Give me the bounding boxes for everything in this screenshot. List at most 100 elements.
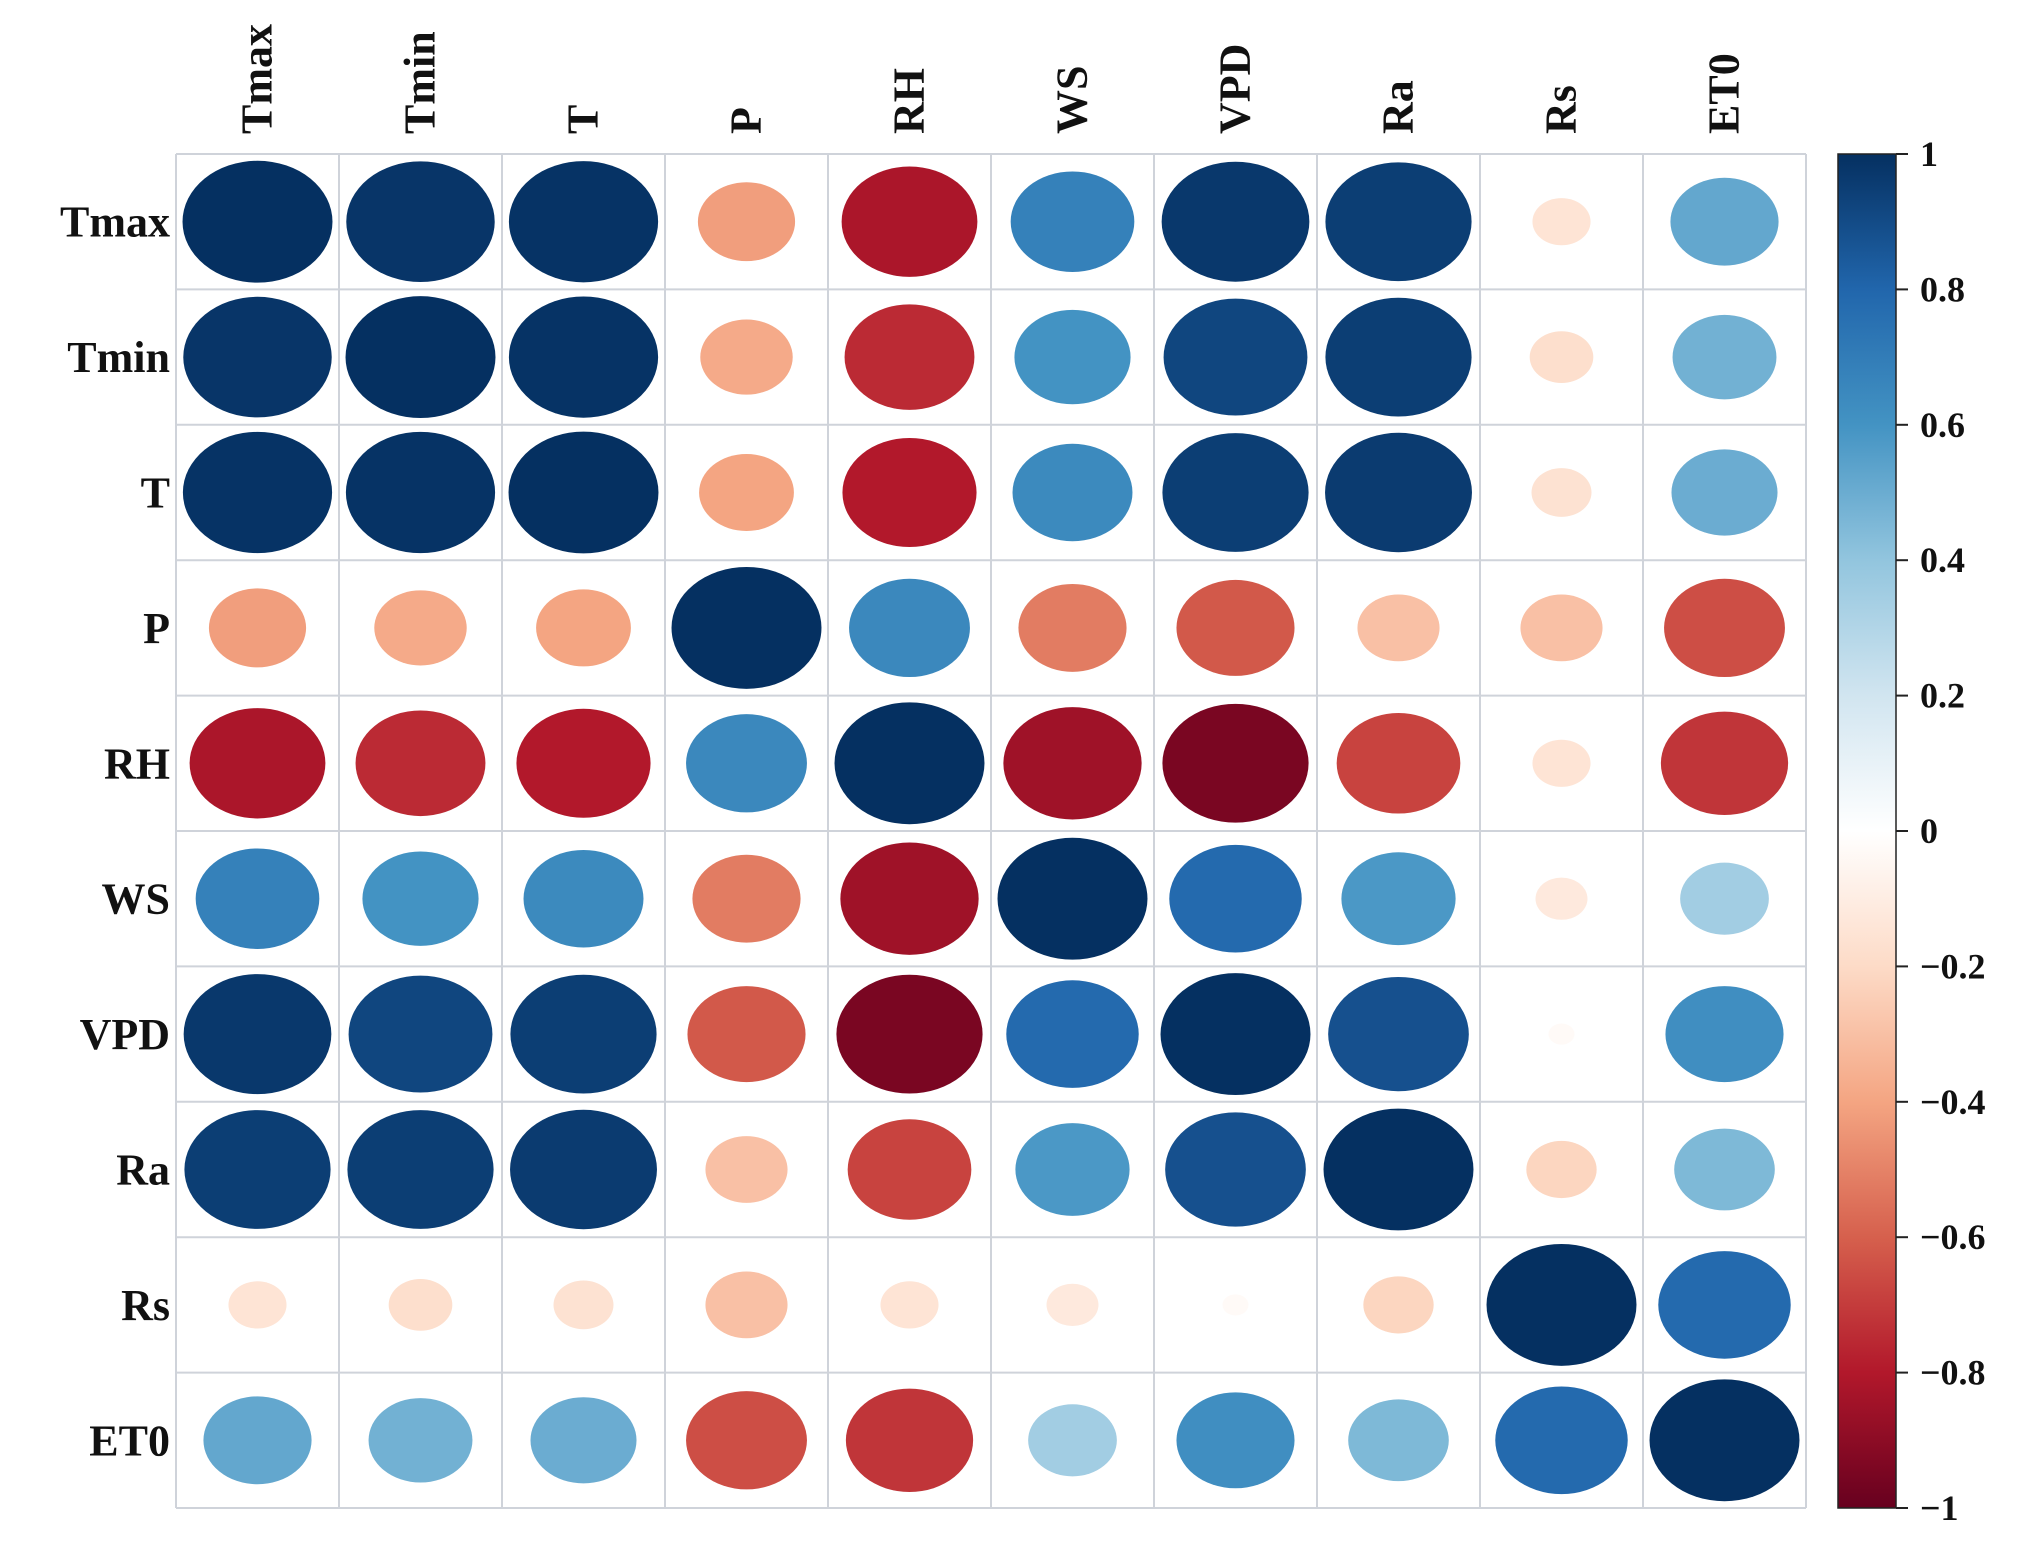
cell-RH-VPD [1162,703,1309,823]
row-label-VPD: VPD [80,1010,170,1059]
cell-Ra-P [705,1136,788,1203]
row-label-WS: WS [102,875,170,924]
row-label-ET0: ET0 [89,1416,170,1465]
row-label-Rs: Rs [121,1281,170,1330]
cell-VPD-Tmin [348,975,493,1093]
colorbar-gradient [1837,153,1897,1509]
cell-Tmax-Ra [1325,162,1472,282]
cell-Ra-ET0 [1674,1128,1775,1211]
colorbar-tick-label: −0.2 [1920,946,1986,986]
cell-WS-Tmax [195,848,320,949]
column-label-RH: RH [885,68,934,134]
cell-Tmin-P [700,319,793,395]
cell-RH-WS [1003,707,1142,820]
colorbar-tick-label: 1 [1920,134,1938,174]
cell-Rs-P [705,1271,788,1339]
cell-WS-Rs [1535,877,1588,920]
cell-VPD-VPD [1160,973,1311,1096]
cell-T-Tmax [182,431,333,554]
cell-ET0-P [686,1391,807,1490]
column-label-T: T [559,105,608,134]
row-label-P: P [143,604,170,653]
cell-VPD-Tmax [183,974,332,1095]
cell-T-Ra [1325,432,1472,553]
cell-Rs-ET0 [1658,1251,1791,1359]
cell-Tmin-ET0 [1672,314,1777,400]
cell-WS-VPD [1169,844,1302,953]
column-label-P: P [722,107,771,134]
cell-Rs-VPD [1222,1294,1249,1316]
cell-T-T [508,431,659,554]
cell-RH-Tmin [355,710,486,817]
cell-WS-RH [840,842,979,955]
cell-P-VPD [1176,579,1295,676]
cell-ET0-Rs [1495,1386,1628,1495]
cell-ET0-ET0 [1649,1379,1800,1502]
column-label-Tmin: Tmin [396,31,445,134]
column-label-ET0: ET0 [1700,53,1749,134]
cell-ET0-Ra [1348,1399,1449,1482]
cell-P-T [536,589,631,667]
cell-Tmin-RH [844,304,975,410]
cell-P-ET0 [1664,578,1785,678]
row-label-Tmax: Tmax [60,198,170,247]
column-labels: Tmax Tmin T P RH WS VPD Ra Rs ET0 [233,24,1749,134]
column-label-Rs: Rs [1537,85,1586,134]
cell-P-RH [849,578,970,678]
cell-RH-Rs [1532,739,1591,787]
cell-T-ET0 [1671,449,1778,536]
colorbar-tick-label: 0.6 [1920,405,1965,445]
colorbar-tick-label: 0.2 [1920,676,1965,716]
cell-Tmax-VPD [1161,161,1310,282]
cell-ET0-RH [845,1388,974,1493]
cell-Ra-Tmax [184,1110,331,1229]
cell-Ra-Ra [1323,1108,1474,1231]
cell-P-Ra [1357,594,1440,662]
cell-P-P [671,566,822,689]
cell-Tmax-RH [841,166,978,277]
cell-Tmin-T [508,296,659,418]
cell-T-RH [842,438,977,547]
cell-RH-Ra [1336,713,1461,814]
cell-RH-ET0 [1660,711,1789,816]
cell-WS-P [692,854,801,943]
cell-Rs-Rs [1486,1243,1637,1366]
cell-RH-RH [834,702,985,825]
colorbar: 1 0.8 0.6 0.4 0.2 0 −0.2 −0.4 −0.6 −0.8 −1 [1837,134,1986,1528]
cell-Rs-RH [880,1281,939,1329]
cell-VPD-Rs [1548,1023,1575,1045]
cell-RH-Tmax [189,708,326,819]
cell-WS-Tmin [362,851,479,946]
cell-T-WS [1012,443,1133,542]
cell-VPD-WS [1006,980,1139,1088]
grid-lines [175,153,1807,1509]
cell-ET0-Tmin [368,1398,473,1483]
column-label-Tmax: Tmax [233,24,282,134]
cell-T-Rs [1531,468,1592,517]
cell-Tmax-Tmax [182,160,333,283]
cell-ET0-Tmax [203,1396,312,1485]
cell-Rs-T [553,1280,614,1330]
cell-Ra-T [510,1109,657,1230]
cell-WS-ET0 [1680,862,1769,935]
column-label-Ra: Ra [1374,80,1423,134]
cell-T-Tmin [345,431,496,554]
cell-Tmax-T [508,161,659,283]
cell-VPD-P [687,986,806,1083]
colorbar-tick-label: 0 [1920,811,1938,851]
row-label-RH: RH [104,739,170,788]
cell-Ra-Rs [1526,1140,1597,1199]
cell-ET0-VPD [1176,1392,1295,1489]
row-label-T: T [141,469,170,518]
cell-RH-P [686,714,807,813]
cell-Rs-Ra [1363,1276,1434,1334]
cell-Tmin-VPD [1163,298,1308,416]
colorbar-tick-label: 0.4 [1920,540,1965,580]
cell-T-P [699,453,794,532]
colorbar-tick-label: 0.8 [1920,269,1965,309]
colorbar-tick-label: −0.8 [1920,1353,1986,1393]
row-label-Ra: Ra [116,1146,170,1195]
cell-ET0-WS [1028,1404,1117,1477]
cell-WS-T [523,849,644,948]
